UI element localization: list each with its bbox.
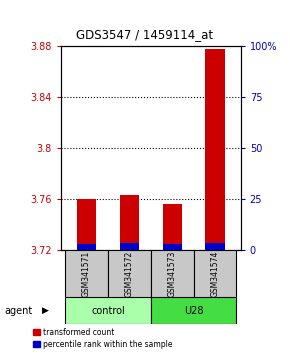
Bar xyxy=(151,250,194,297)
Bar xyxy=(65,250,108,297)
Bar xyxy=(65,297,151,324)
Bar xyxy=(77,245,96,250)
Bar xyxy=(163,245,182,250)
Text: GSM341574: GSM341574 xyxy=(211,250,220,297)
Bar xyxy=(120,243,139,250)
Text: GDS3547 / 1459114_at: GDS3547 / 1459114_at xyxy=(77,28,213,41)
Bar xyxy=(205,48,225,250)
Text: agent: agent xyxy=(4,306,32,316)
Text: U28: U28 xyxy=(184,306,203,316)
Legend: transformed count, percentile rank within the sample: transformed count, percentile rank withi… xyxy=(33,328,172,349)
Text: GSM341571: GSM341571 xyxy=(82,250,91,297)
Text: GSM341573: GSM341573 xyxy=(168,250,177,297)
Text: control: control xyxy=(91,306,125,316)
Bar xyxy=(194,250,236,297)
Text: GSM341572: GSM341572 xyxy=(125,250,134,297)
Bar xyxy=(205,243,225,250)
Bar xyxy=(77,199,96,250)
Bar xyxy=(151,297,236,324)
Bar xyxy=(120,195,139,250)
Text: ▶: ▶ xyxy=(41,306,48,315)
Bar xyxy=(163,204,182,250)
Bar xyxy=(108,250,151,297)
